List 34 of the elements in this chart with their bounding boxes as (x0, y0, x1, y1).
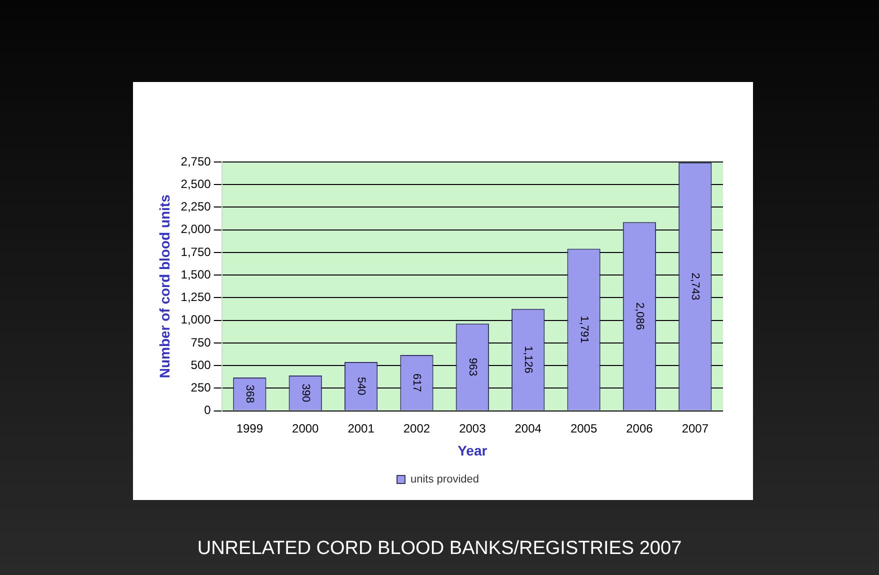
y-tick-label: 1,000 (180, 312, 212, 327)
y-axis-title: Number of cord blood units (156, 194, 172, 378)
y-tick-label: 2,250 (180, 200, 212, 214)
y-tick-label: 2,500 (180, 176, 212, 191)
y-tick-label: 1,250 (180, 290, 212, 304)
x-tick-label: 2004 (514, 421, 542, 436)
x-tick-label: 2005 (570, 421, 598, 436)
data-label: 390 (299, 384, 312, 402)
x-tick-label: 1999 (236, 421, 264, 436)
text: UNRELATED CORD BLOOD BANKS/REGISTRIES 2007 (196, 538, 683, 560)
y-tick-label: 2,000 (180, 222, 212, 236)
data-label: 2,743 (689, 272, 702, 300)
x-axis-title: Year (458, 442, 488, 458)
x-tick-label: 2002 (403, 421, 430, 436)
x-tick-label: 2007 (682, 421, 709, 436)
data-label: 617 (410, 373, 423, 392)
data-label: 1,791 (578, 316, 590, 344)
x-tick-label: 2001 (348, 421, 375, 436)
y-tick-label: 0 (204, 403, 212, 418)
data-label: 2,086 (633, 302, 646, 330)
y-tick-label: 500 (190, 358, 212, 372)
y-tick-label: 750 (190, 335, 212, 350)
y-tick-label: 1,500 (180, 267, 212, 282)
data-label: 540 (355, 376, 368, 396)
data-label: 368 (244, 384, 256, 404)
legend-label: units provided (410, 474, 480, 486)
x-tick-label: 2000 (292, 421, 320, 436)
x-tick-label: 2003 (459, 421, 486, 436)
data-label: 963 (466, 358, 478, 376)
y-tick-label: 2,750 (180, 154, 212, 168)
x-tick-label: 2006 (626, 421, 654, 436)
y-tick-label: 1,750 (180, 244, 212, 259)
data-label: 1,126 (522, 346, 534, 374)
y-tick-label: 250 (190, 380, 212, 394)
